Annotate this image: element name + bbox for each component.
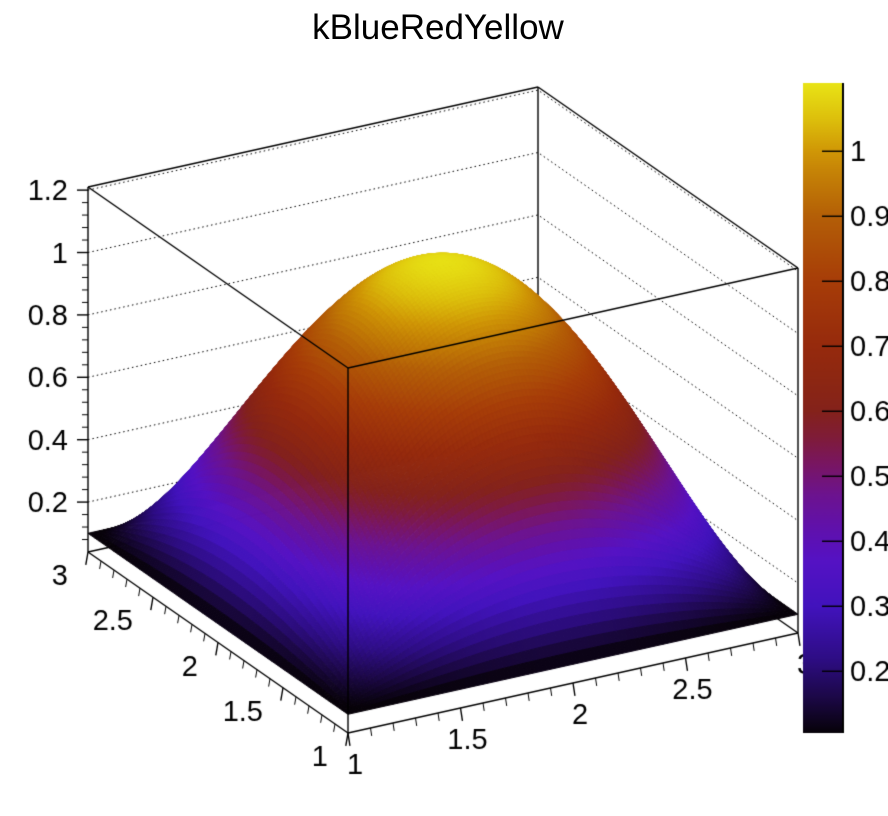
chart-title: kBlueRedYellow bbox=[312, 8, 564, 47]
